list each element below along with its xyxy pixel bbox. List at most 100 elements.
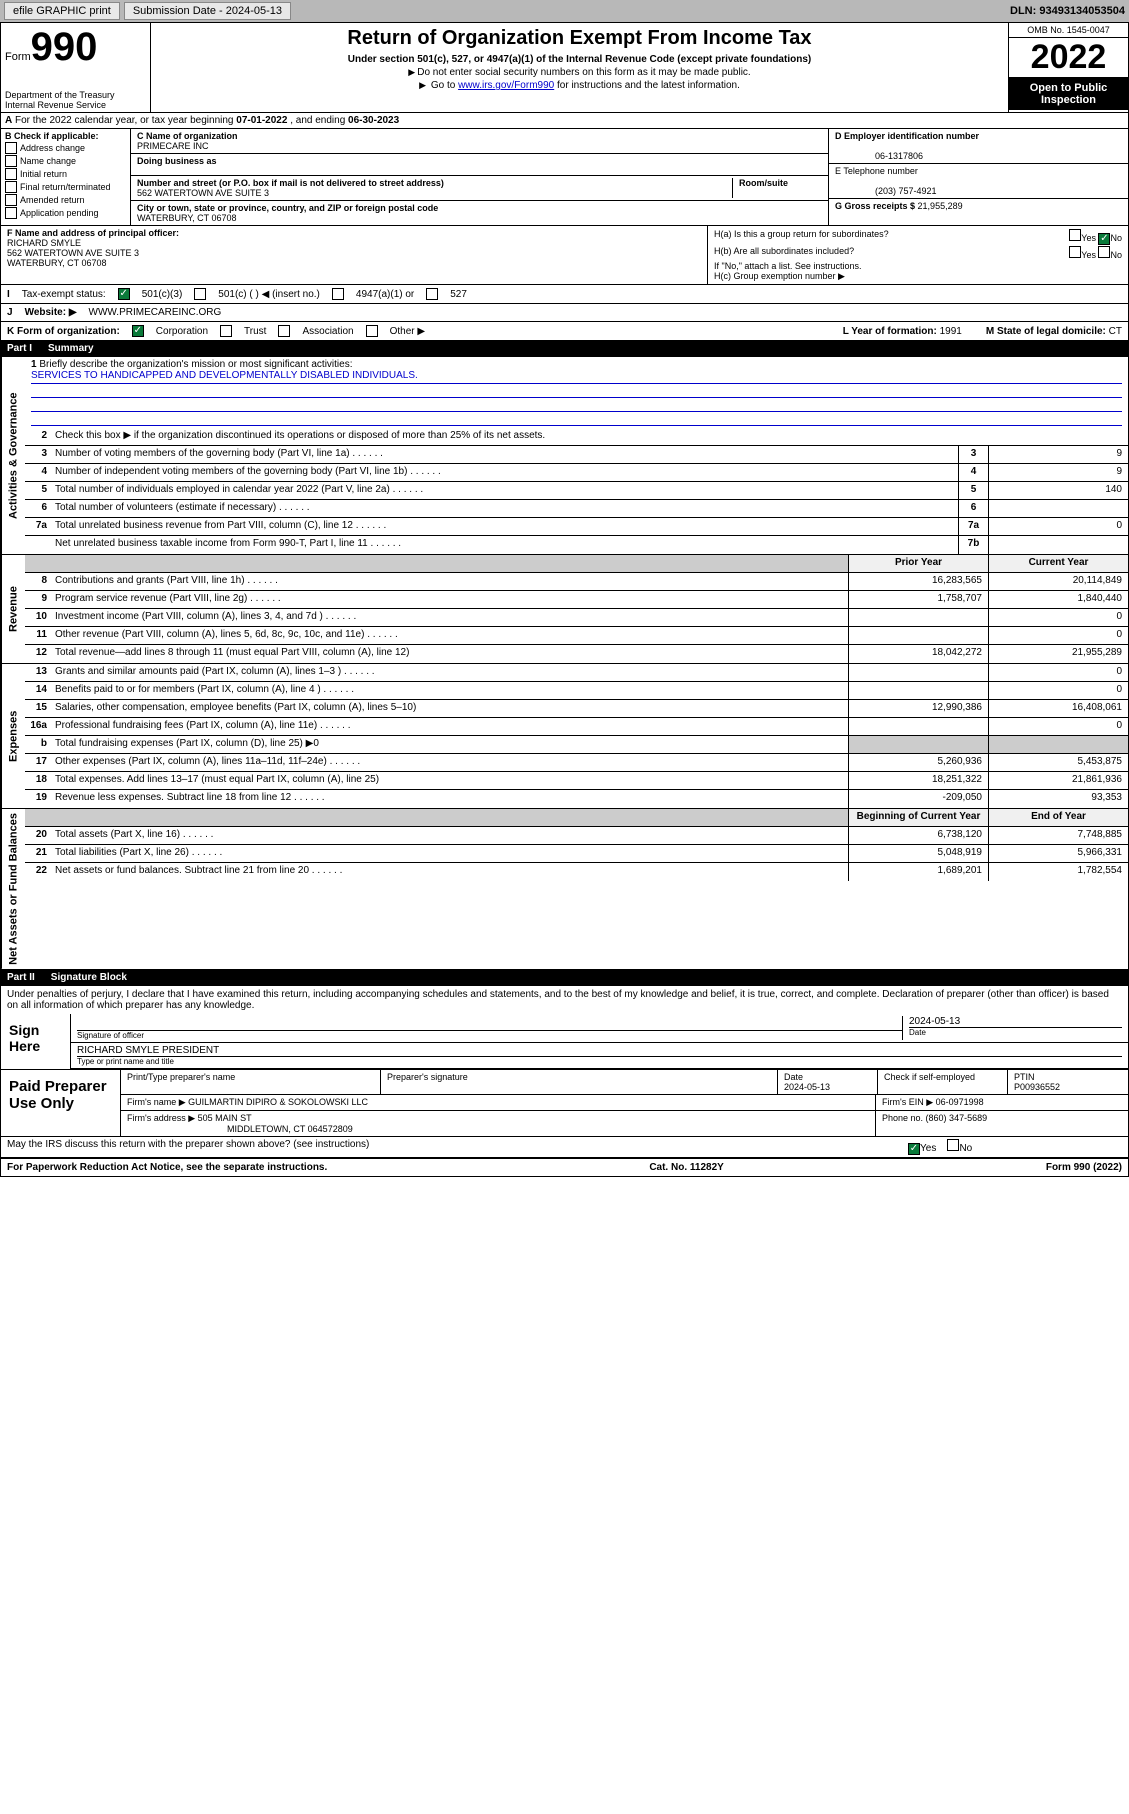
- part1-number: Part I: [7, 343, 32, 354]
- chk-name-change[interactable]: [5, 155, 17, 167]
- chk-527[interactable]: [426, 288, 438, 300]
- row-i-tax-exempt: I Tax-exempt status: 501(c)(3) 501(c) ( …: [0, 285, 1129, 304]
- chk-4947[interactable]: [332, 288, 344, 300]
- chk-trust[interactable]: [220, 325, 232, 337]
- row-k-form-org: K Form of organization: Corporation Trus…: [0, 322, 1129, 341]
- l20-curr: 7,748,885: [988, 827, 1128, 844]
- mission-blank1: [31, 384, 1122, 398]
- lbl-name-change: Name change: [20, 156, 76, 166]
- prep-date-label: Date: [784, 1072, 803, 1082]
- l22-desc: Net assets or fund balances. Subtract li…: [55, 865, 342, 876]
- l10-prior: [848, 609, 988, 626]
- col-b-check-applicable: B Check if applicable: Address change Na…: [1, 129, 131, 225]
- footer-mid: Cat. No. 11282Y: [649, 1162, 723, 1173]
- ha-no-checkbox[interactable]: [1098, 233, 1110, 245]
- hc-label: H(c) Group exemption number ▶: [714, 271, 1122, 282]
- chk-other[interactable]: [366, 325, 378, 337]
- l18-desc: Total expenses. Add lines 13–17 (must eq…: [51, 772, 848, 789]
- l12-curr: 21,955,289: [988, 645, 1128, 663]
- org-name: PRIMECARE INC: [137, 141, 209, 151]
- chk-corporation[interactable]: [132, 325, 144, 337]
- efile-print-button[interactable]: efile GRAPHIC print: [4, 2, 120, 20]
- tax-year-begin: 07-01-2022: [236, 115, 287, 126]
- chk-final-return[interactable]: [5, 181, 17, 193]
- l11-prior: [848, 627, 988, 644]
- phone-value: (203) 757-4921: [835, 186, 937, 196]
- prep-sig-label: Preparer's signature: [381, 1070, 778, 1094]
- may-irs-text: May the IRS discuss this return with the…: [7, 1139, 369, 1150]
- phone-label: E Telephone number: [835, 166, 918, 176]
- l19-prior: -209,050: [848, 790, 988, 808]
- chk-address-change[interactable]: [5, 142, 17, 154]
- paid-preparer-grid: Paid Preparer Use Only Print/Type prepar…: [1, 1069, 1128, 1136]
- may-irs-no-checkbox[interactable]: [947, 1139, 959, 1151]
- l18-curr: 21,861,936: [988, 772, 1128, 789]
- governance-section: Activities & Governance 1 Briefly descri…: [0, 357, 1129, 555]
- firm-name: GUILMARTIN DIPIRO & SOKOLOWSKI LLC: [188, 1097, 368, 1107]
- year-formation-value: 1991: [940, 326, 962, 337]
- irs-link[interactable]: www.irs.gov/Form990: [458, 80, 554, 91]
- l8-desc: Contributions and grants (Part VIII, lin…: [55, 575, 278, 586]
- firm-addr2: MIDDLETOWN, CT 064572809: [127, 1124, 353, 1134]
- part1-title: Summary: [48, 343, 94, 354]
- ptin-label: PTIN: [1014, 1072, 1035, 1082]
- dept-treasury: Department of the Treasury: [5, 90, 146, 100]
- prep-name-label: Print/Type preparer's name: [121, 1070, 381, 1094]
- firm-name-label: Firm's name ▶: [127, 1097, 188, 1107]
- chk-501c[interactable]: [194, 288, 206, 300]
- chk-501c3[interactable]: [118, 288, 130, 300]
- domicile-label: M State of legal domicile:: [986, 326, 1109, 337]
- l7b-box: 7b: [958, 536, 988, 554]
- hb-no-label: No: [1110, 250, 1122, 260]
- tax-year-end: 06-30-2023: [348, 115, 399, 126]
- note-link-pre: Go to: [431, 80, 458, 91]
- form-header: Form990 Department of the Treasury Inter…: [0, 22, 1129, 113]
- l3-val: 9: [988, 446, 1128, 463]
- vtab-net-assets: Net Assets or Fund Balances: [1, 809, 25, 969]
- dln-value: 93493134053504: [1039, 5, 1125, 17]
- l14-curr: 0: [988, 682, 1128, 699]
- part2-number: Part II: [7, 972, 35, 983]
- hdr-begin: Beginning of Current Year: [848, 809, 988, 826]
- l16b-prior: [848, 736, 988, 753]
- l19-desc: Revenue less expenses. Subtract line 18 …: [55, 792, 325, 803]
- l4-desc: Number of independent voting members of …: [55, 466, 441, 477]
- chk-amended[interactable]: [5, 194, 17, 206]
- l13-curr: 0: [988, 664, 1128, 681]
- chk-application-pending[interactable]: [5, 207, 17, 219]
- group-return-section: H(a) Is this a group return for subordin…: [708, 226, 1128, 284]
- hb-no-checkbox[interactable]: [1098, 246, 1110, 258]
- l11-desc: Other revenue (Part VIII, column (A), li…: [55, 629, 398, 640]
- sig-officer-label: Signature of officer: [77, 1030, 902, 1040]
- footer-right: Form 990 (2022): [1046, 1162, 1122, 1173]
- l21-desc: Total liabilities (Part X, line 26): [55, 847, 222, 858]
- hb-yes-checkbox[interactable]: [1069, 246, 1081, 258]
- l17-desc: Other expenses (Part IX, column (A), lin…: [55, 756, 360, 767]
- may-irs-yes-checkbox[interactable]: [908, 1143, 920, 1155]
- l4-val: 9: [988, 464, 1128, 481]
- firm-ein: 06-0971998: [936, 1097, 984, 1107]
- row-a-mid: , and ending: [290, 115, 348, 126]
- l21-curr: 5,966,331: [988, 845, 1128, 862]
- may-irs-yes-label: Yes: [920, 1143, 936, 1154]
- declaration-text: Under penalties of perjury, I declare th…: [1, 986, 1128, 1014]
- dln: DLN: 93493134053504: [1010, 5, 1125, 17]
- lbl-corporation: Corporation: [156, 326, 208, 337]
- tax-year: 2022: [1009, 38, 1128, 78]
- l3-desc: Number of voting members of the governin…: [55, 448, 383, 459]
- lbl-other: Other ▶: [390, 326, 425, 337]
- chk-initial-return[interactable]: [5, 168, 17, 180]
- chk-association[interactable]: [278, 325, 290, 337]
- sig-date-label: Date: [909, 1027, 1122, 1037]
- website-label: Website: ▶: [25, 307, 77, 318]
- city-value: WATERBURY, CT 06708: [137, 213, 237, 223]
- lbl-501c: 501(c) ( ) ◀ (insert no.): [218, 289, 320, 300]
- submission-date-button[interactable]: Submission Date - 2024-05-13: [124, 2, 291, 20]
- mission-text: SERVICES TO HANDICAPPED AND DEVELOPMENTA…: [31, 370, 1122, 384]
- ein-value: 06-1317806: [835, 151, 923, 161]
- l15-desc: Salaries, other compensation, employee b…: [51, 700, 848, 717]
- l5-box: 5: [958, 482, 988, 499]
- ha-yes-checkbox[interactable]: [1069, 229, 1081, 241]
- may-irs-no-label: No: [959, 1143, 972, 1154]
- omb-number: OMB No. 1545-0047: [1009, 23, 1128, 38]
